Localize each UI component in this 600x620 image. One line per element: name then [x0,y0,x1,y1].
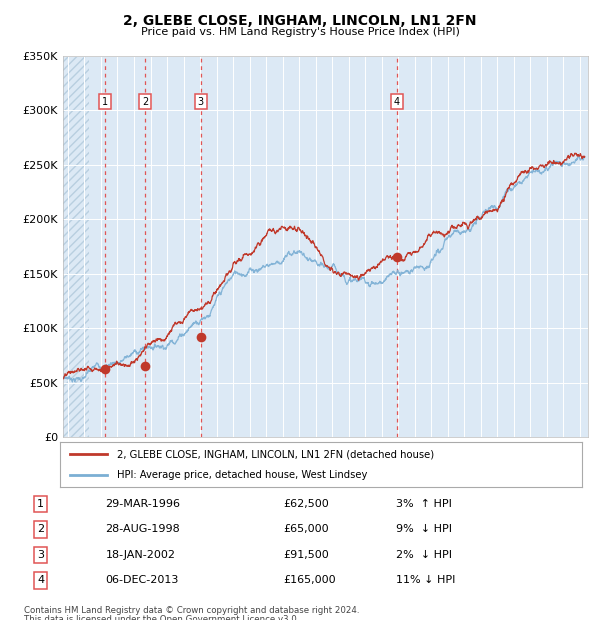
Text: £91,500: £91,500 [283,550,329,560]
Text: Price paid vs. HM Land Registry's House Price Index (HPI): Price paid vs. HM Land Registry's House … [140,27,460,37]
Text: 2, GLEBE CLOSE, INGHAM, LINCOLN, LN1 2FN (detached house): 2, GLEBE CLOSE, INGHAM, LINCOLN, LN1 2FN… [118,449,434,459]
Bar [63,56,89,437]
Text: HPI: Average price, detached house, West Lindsey: HPI: Average price, detached house, West… [118,469,368,480]
Text: 3: 3 [198,97,204,107]
Text: 29-MAR-1996: 29-MAR-1996 [106,499,181,509]
Text: This data is licensed under the Open Government Licence v3.0.: This data is licensed under the Open Gov… [24,615,299,620]
Text: £65,000: £65,000 [283,525,329,534]
Text: 18-JAN-2002: 18-JAN-2002 [106,550,175,560]
Text: 2%  ↓ HPI: 2% ↓ HPI [396,550,452,560]
Bar [63,56,89,437]
Text: £62,500: £62,500 [283,499,329,509]
Text: 11% ↓ HPI: 11% ↓ HPI [396,575,455,585]
Text: 3: 3 [37,550,44,560]
Text: £165,000: £165,000 [283,575,336,585]
Text: 4: 4 [394,97,400,107]
Text: 1: 1 [102,97,108,107]
Text: 1: 1 [37,499,44,509]
Text: 9%  ↓ HPI: 9% ↓ HPI [396,525,452,534]
Text: Contains HM Land Registry data © Crown copyright and database right 2024.: Contains HM Land Registry data © Crown c… [24,606,359,616]
Text: 06-DEC-2013: 06-DEC-2013 [106,575,179,585]
Text: 2: 2 [37,525,44,534]
Text: 4: 4 [37,575,44,585]
Text: 2: 2 [142,97,148,107]
Text: 3%  ↑ HPI: 3% ↑ HPI [396,499,452,509]
Text: 28-AUG-1998: 28-AUG-1998 [106,525,180,534]
Text: 2, GLEBE CLOSE, INGHAM, LINCOLN, LN1 2FN: 2, GLEBE CLOSE, INGHAM, LINCOLN, LN1 2FN [123,14,477,28]
